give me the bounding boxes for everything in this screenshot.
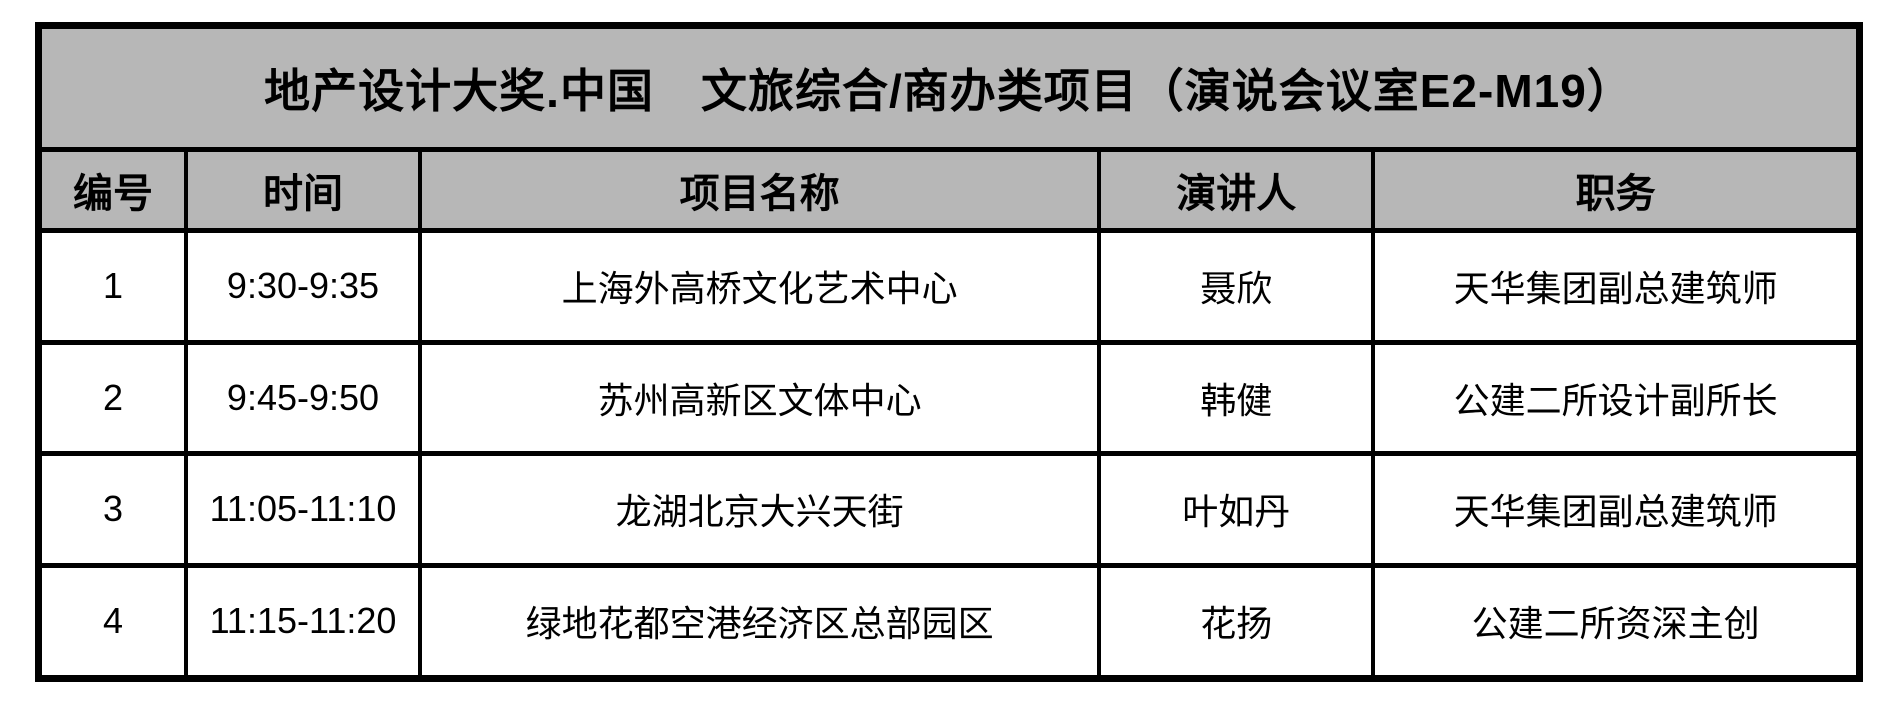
cell-number: 1 xyxy=(36,228,188,345)
cell-time: 9:30-9:35 xyxy=(184,228,422,345)
cell-number: 3 xyxy=(36,451,188,568)
cell-position: 天华集团副总建筑师 xyxy=(1371,228,1862,345)
schedule-table: 地产设计大奖.中国 文旅综合/商办类项目（演说会议室E2-M19） 编号 时间 … xyxy=(35,22,1863,682)
schedule-table-container: 地产设计大奖.中国 文旅综合/商办类项目（演说会议室E2-M19） 编号 时间 … xyxy=(35,22,1863,682)
column-header-project: 项目名称 xyxy=(417,147,1102,233)
cell-project: 苏州高新区文体中心 xyxy=(417,339,1102,456)
column-header-time: 时间 xyxy=(184,147,422,233)
cell-number: 4 xyxy=(36,562,188,681)
cell-project: 龙湖北京大兴天街 xyxy=(417,451,1102,568)
cell-number: 2 xyxy=(36,339,188,456)
table-row: 4 11:15-11:20 绿地花都空港经济区总部园区 花扬 公建二所资深主创 xyxy=(36,562,1862,681)
cell-time: 11:05-11:10 xyxy=(184,451,422,568)
cell-time: 9:45-9:50 xyxy=(184,339,422,456)
cell-position: 公建二所设计副所长 xyxy=(1371,339,1862,456)
cell-position: 天华集团副总建筑师 xyxy=(1371,451,1862,568)
cell-speaker: 韩健 xyxy=(1097,339,1376,456)
cell-project: 上海外高桥文化艺术中心 xyxy=(417,228,1102,345)
title-row: 地产设计大奖.中国 文旅综合/商办类项目（演说会议室E2-M19） xyxy=(36,23,1862,152)
cell-speaker: 叶如丹 xyxy=(1097,451,1376,568)
table-row: 3 11:05-11:10 龙湖北京大兴天街 叶如丹 天华集团副总建筑师 xyxy=(36,451,1862,568)
column-header-number: 编号 xyxy=(36,147,188,233)
column-header-speaker: 演讲人 xyxy=(1097,147,1376,233)
cell-time: 11:15-11:20 xyxy=(184,562,422,681)
table-row: 2 9:45-9:50 苏州高新区文体中心 韩健 公建二所设计副所长 xyxy=(36,339,1862,456)
column-header-position: 职务 xyxy=(1371,147,1862,233)
cell-project: 绿地花都空港经济区总部园区 xyxy=(417,562,1102,681)
column-header-row: 编号 时间 项目名称 演讲人 职务 xyxy=(36,147,1862,233)
table-row: 1 9:30-9:35 上海外高桥文化艺术中心 聂欣 天华集团副总建筑师 xyxy=(36,228,1862,345)
cell-position: 公建二所资深主创 xyxy=(1371,562,1862,681)
cell-speaker: 花扬 xyxy=(1097,562,1376,681)
cell-speaker: 聂欣 xyxy=(1097,228,1376,345)
table-title: 地产设计大奖.中国 文旅综合/商办类项目（演说会议室E2-M19） xyxy=(36,23,1862,152)
